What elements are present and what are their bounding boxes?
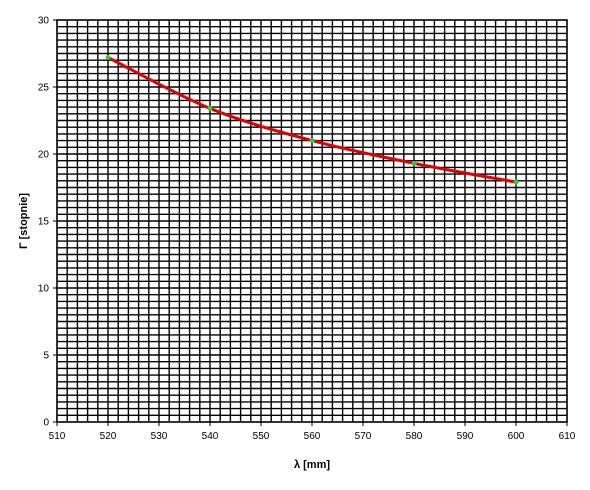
series bbox=[105, 55, 519, 185]
x-tick-label: 510 bbox=[49, 431, 66, 442]
data-point bbox=[105, 55, 111, 61]
y-axis-title: Γ [stopnie] bbox=[18, 193, 30, 249]
data-point bbox=[513, 179, 519, 185]
y-tick-label: 5 bbox=[43, 351, 49, 362]
y-tick-label: 0 bbox=[43, 418, 49, 429]
x-tick-label: 560 bbox=[304, 431, 321, 442]
y-tick-label: 20 bbox=[38, 150, 50, 161]
x-tick-label: 550 bbox=[253, 431, 270, 442]
x-tick-label: 540 bbox=[202, 431, 219, 442]
data-point bbox=[309, 138, 315, 144]
grid bbox=[57, 20, 567, 422]
y-tick-label: 25 bbox=[38, 83, 50, 94]
x-tick-label: 530 bbox=[151, 431, 168, 442]
axis-ticks: 510 520 530 540 550 560 570 580 590 600 6100510152… bbox=[38, 16, 576, 443]
x-tick-label: 590 bbox=[457, 431, 474, 442]
y-tick-label: 10 bbox=[38, 284, 50, 295]
x-tick-label: 600 bbox=[508, 431, 525, 442]
x-tick-label: 570 bbox=[355, 431, 372, 442]
y-tick-label: 30 bbox=[38, 16, 50, 27]
x-axis-title: λ [mm] bbox=[294, 459, 330, 471]
data-point bbox=[207, 105, 213, 111]
x-tick-label: 520 bbox=[100, 431, 117, 442]
y-tick-label: 15 bbox=[38, 217, 50, 228]
data-point bbox=[411, 160, 417, 166]
x-tick-label: 580 bbox=[406, 431, 423, 442]
x-tick-label: 610 bbox=[559, 431, 576, 442]
